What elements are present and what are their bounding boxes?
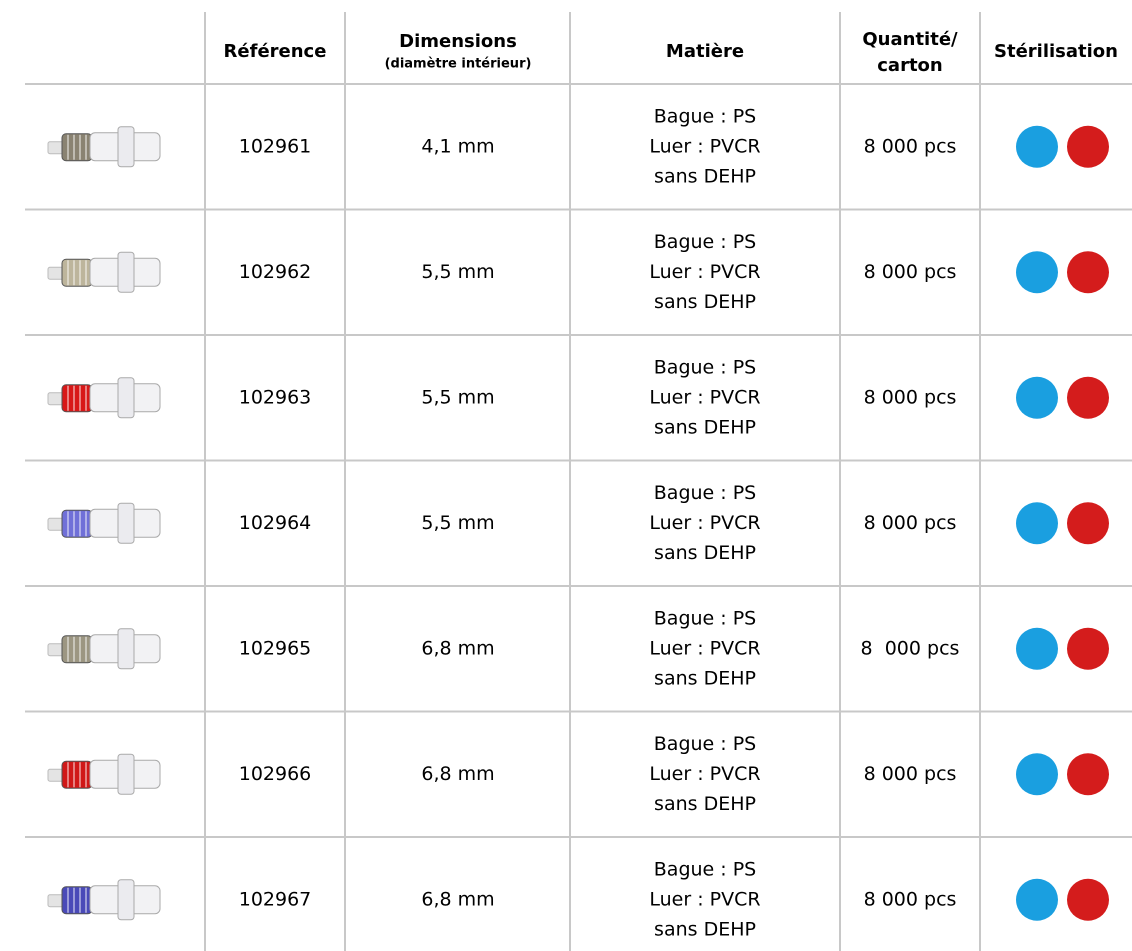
dimension: 5,5 mm bbox=[421, 386, 494, 408]
sterilisation-red bbox=[1067, 125, 1109, 168]
reference: 102967 bbox=[239, 888, 312, 910]
header-quantite: Quantité/ bbox=[862, 29, 958, 50]
sterilisation-red bbox=[1067, 878, 1109, 921]
matiere-line: Luer : PVCR bbox=[649, 261, 760, 283]
sterilisation-red bbox=[1067, 376, 1109, 419]
connector-image bbox=[47, 753, 161, 795]
header-quantite: carton bbox=[877, 55, 942, 76]
reference: 102966 bbox=[239, 763, 312, 785]
reference: 102963 bbox=[239, 386, 312, 408]
matiere-line: Luer : PVCR bbox=[649, 386, 760, 408]
connector-image bbox=[47, 628, 161, 670]
matiere-line: Bague : PS bbox=[654, 858, 756, 880]
reference: 102964 bbox=[239, 512, 312, 534]
connector-image bbox=[47, 879, 161, 921]
sterilisation-blue bbox=[1016, 627, 1058, 670]
quantite: 8 000 pcs bbox=[864, 135, 957, 157]
matiere-line: sans DEHP bbox=[654, 542, 756, 564]
sterilisation-red bbox=[1067, 753, 1109, 796]
matiere-line: Bague : PS bbox=[654, 607, 756, 629]
header-matiere: Matière bbox=[666, 41, 744, 62]
dimension: 6,8 mm bbox=[421, 888, 494, 910]
quantite: 8 000 pcs bbox=[861, 637, 960, 659]
matiere-line: sans DEHP bbox=[654, 667, 756, 689]
matiere-line: sans DEHP bbox=[654, 793, 756, 815]
sterilisation-blue bbox=[1016, 753, 1058, 796]
matiere-line: Luer : PVCR bbox=[649, 637, 760, 659]
sterilisation-blue bbox=[1016, 251, 1058, 294]
reference: 102961 bbox=[239, 135, 312, 157]
matiere-line: Luer : PVCR bbox=[649, 512, 760, 534]
dimension: 6,8 mm bbox=[421, 637, 494, 659]
matiere-line: Luer : PVCR bbox=[649, 135, 760, 157]
sterilisation-blue bbox=[1016, 376, 1058, 419]
matiere-line: Bague : PS bbox=[654, 482, 756, 504]
matiere-line: sans DEHP bbox=[654, 416, 756, 438]
sterilisation-red bbox=[1067, 251, 1109, 294]
matiere-line: Luer : PVCR bbox=[649, 888, 760, 910]
quantite: 8 000 pcs bbox=[864, 261, 957, 283]
dimension: 4,1 mm bbox=[421, 135, 494, 157]
sterilisation-red bbox=[1067, 502, 1109, 545]
sterilisation-red bbox=[1067, 627, 1109, 670]
quantite: 8 000 pcs bbox=[864, 386, 957, 408]
header-reference: Référence bbox=[224, 41, 327, 62]
matiere-line: Bague : PS bbox=[654, 733, 756, 755]
sterilisation-blue bbox=[1016, 502, 1058, 545]
reference: 102962 bbox=[239, 261, 312, 283]
sterilisation-blue bbox=[1016, 125, 1058, 168]
connector-image bbox=[47, 251, 161, 293]
header-dimensions: Dimensions bbox=[399, 31, 517, 52]
column-separators bbox=[204, 12, 981, 951]
header-dimensions-note: (diamètre intérieur) bbox=[385, 57, 532, 72]
dimension: 5,5 mm bbox=[421, 512, 494, 534]
quantite: 8 000 pcs bbox=[864, 888, 957, 910]
matiere-line: Bague : PS bbox=[654, 231, 756, 253]
connector-image bbox=[47, 502, 161, 544]
matiere-line: sans DEHP bbox=[654, 918, 756, 940]
matiere-line: Luer : PVCR bbox=[649, 763, 760, 785]
quantite: 8 000 pcs bbox=[864, 512, 957, 534]
quantite: 8 000 pcs bbox=[864, 763, 957, 785]
dimension: 6,8 mm bbox=[421, 763, 494, 785]
header-sterilisation: Stérilisation bbox=[994, 41, 1118, 62]
matiere-line: sans DEHP bbox=[654, 165, 756, 187]
matiere-line: Bague : PS bbox=[654, 356, 756, 378]
dimension: 5,5 mm bbox=[421, 261, 494, 283]
matiere-line: sans DEHP bbox=[654, 291, 756, 313]
sterilisation-blue bbox=[1016, 878, 1058, 921]
connector-image bbox=[47, 126, 161, 168]
reference: 102965 bbox=[239, 637, 312, 659]
connector-image bbox=[47, 377, 161, 419]
matiere-line: Bague : PS bbox=[654, 105, 756, 127]
